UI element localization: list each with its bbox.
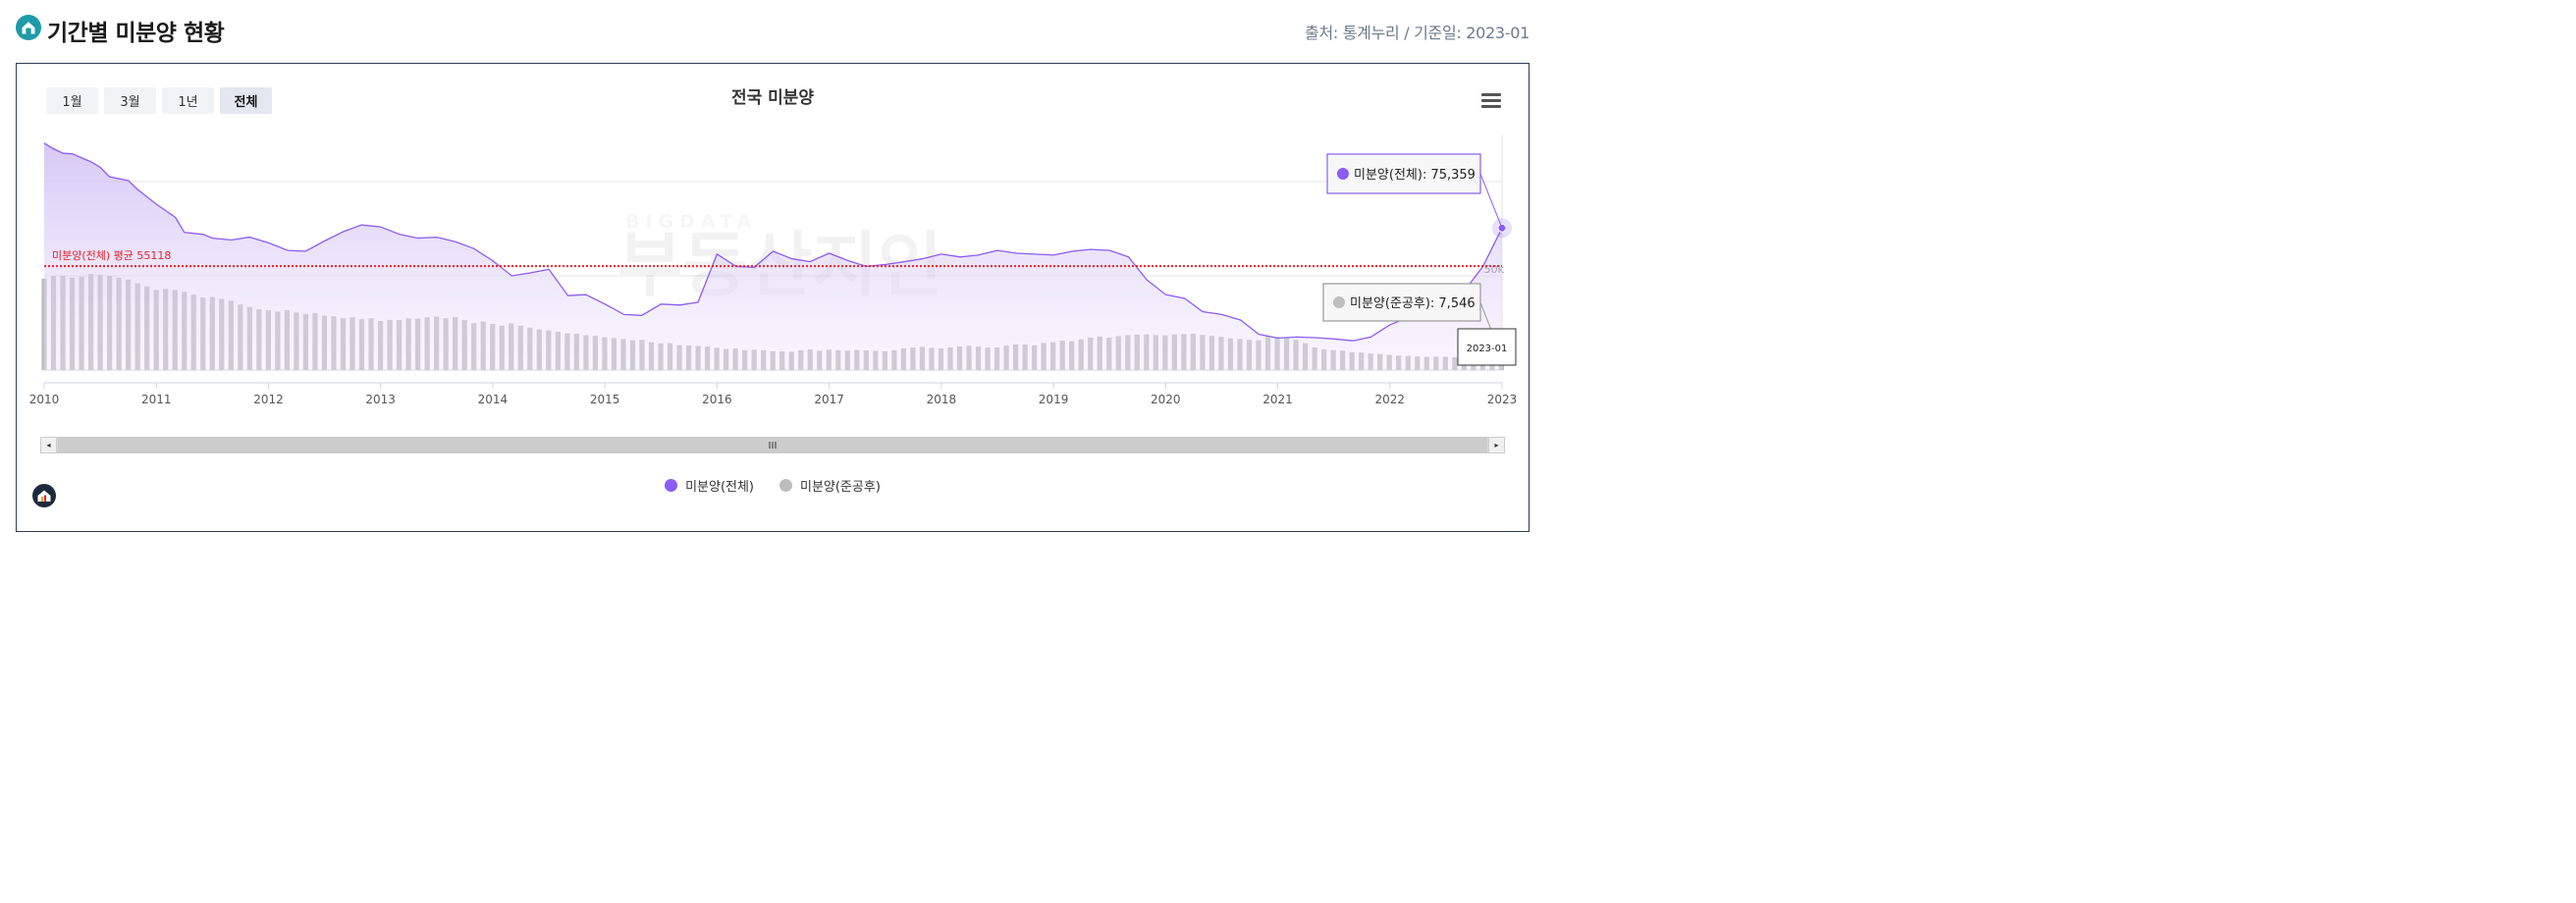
tooltip-total-connector: [1479, 173, 1503, 229]
scroll-thumb[interactable]: [58, 438, 1487, 452]
x-tick-label-2023: 2023: [1487, 393, 1518, 406]
source-text: 출처: 통계누리 / 기준일: 2023-01: [1305, 24, 1530, 42]
x-tick-label-2018: 2018: [927, 393, 957, 406]
range-button-1y[interactable]: 1년: [162, 87, 214, 114]
scroll-right-arrow-icon[interactable]: ▸: [1488, 438, 1504, 452]
chart-legend: 미분양(전체) 미분양(준공후): [17, 476, 1529, 495]
x-tick-label-2017: 2017: [814, 393, 844, 406]
home-logo-icon: [16, 15, 41, 40]
watermark-sub: BIGDATA: [625, 211, 757, 233]
chart-frame: 050kBIGDATA부동산지인미분양(전체) 평균 5511820102011…: [16, 63, 1530, 532]
tooltip-total-box: [1326, 153, 1481, 194]
area-total-fill: [44, 142, 1502, 370]
tooltip-date-text: 2023-01: [1467, 344, 1508, 354]
legend-label-total: 미분양(전체): [685, 480, 755, 495]
x-tick-label-2022: 2022: [1374, 393, 1405, 406]
range-button-3m[interactable]: 3월: [104, 87, 156, 114]
range-selector: 1월 3월 1년 전체: [46, 87, 272, 114]
scroll-grip-icon: [769, 442, 777, 449]
page-header: 기간별 미분양 현황 출처: 통계누리 / 기준일: 2023-01: [16, 12, 1530, 47]
legend-dot-completed-icon: [779, 479, 793, 492]
tooltip-total-text: 미분양(전체): 75,359: [1354, 168, 1476, 183]
navigator-scrollbar[interactable]: ◂ ▸: [40, 437, 1505, 453]
x-tick-label-2019: 2019: [1039, 393, 1069, 406]
legend-item-completed[interactable]: 미분양(준공후): [779, 476, 881, 495]
x-tick-label-2010: 2010: [29, 393, 60, 406]
tooltip-total-dot-icon: [1337, 168, 1349, 180]
scroll-left-arrow-icon[interactable]: ◂: [41, 438, 57, 452]
brand-badge-icon[interactable]: [32, 484, 56, 507]
x-tick-label-2012: 2012: [253, 393, 284, 406]
x-tick-label-2015: 2015: [590, 393, 620, 406]
tooltip-date-box: [1457, 328, 1517, 366]
range-button-1m[interactable]: 1월: [46, 87, 98, 114]
x-tick-label-2021: 2021: [1262, 393, 1293, 406]
legend-dot-total-icon: [665, 479, 678, 492]
tooltip-completed-text: 미분양(준공후): 7,546: [1350, 296, 1476, 311]
range-button-all[interactable]: 전체: [220, 87, 272, 114]
hamburger-menu-icon[interactable]: [1481, 93, 1501, 109]
x-tick-label-2016: 2016: [702, 393, 732, 406]
page-title: 기간별 미분양 현황: [47, 21, 225, 46]
tooltip-completed-box: [1322, 283, 1481, 322]
legend-label-completed: 미분양(준공후): [800, 480, 881, 495]
x-tick-label-2020: 2020: [1151, 393, 1181, 406]
average-label: 미분양(전체) 평균 55118: [52, 249, 171, 262]
x-tick-label-2013: 2013: [365, 393, 396, 406]
x-tick-label-2014: 2014: [478, 393, 509, 406]
chart-area: 050kBIGDATA부동산지인미분양(전체) 평균 5511820102011…: [29, 134, 1518, 406]
brand-house-icon: [37, 490, 51, 502]
tooltip-completed-dot-icon: [1333, 296, 1345, 308]
x-tick-label-2011: 2011: [141, 393, 172, 406]
legend-item-total[interactable]: 미분양(전체): [665, 476, 754, 495]
